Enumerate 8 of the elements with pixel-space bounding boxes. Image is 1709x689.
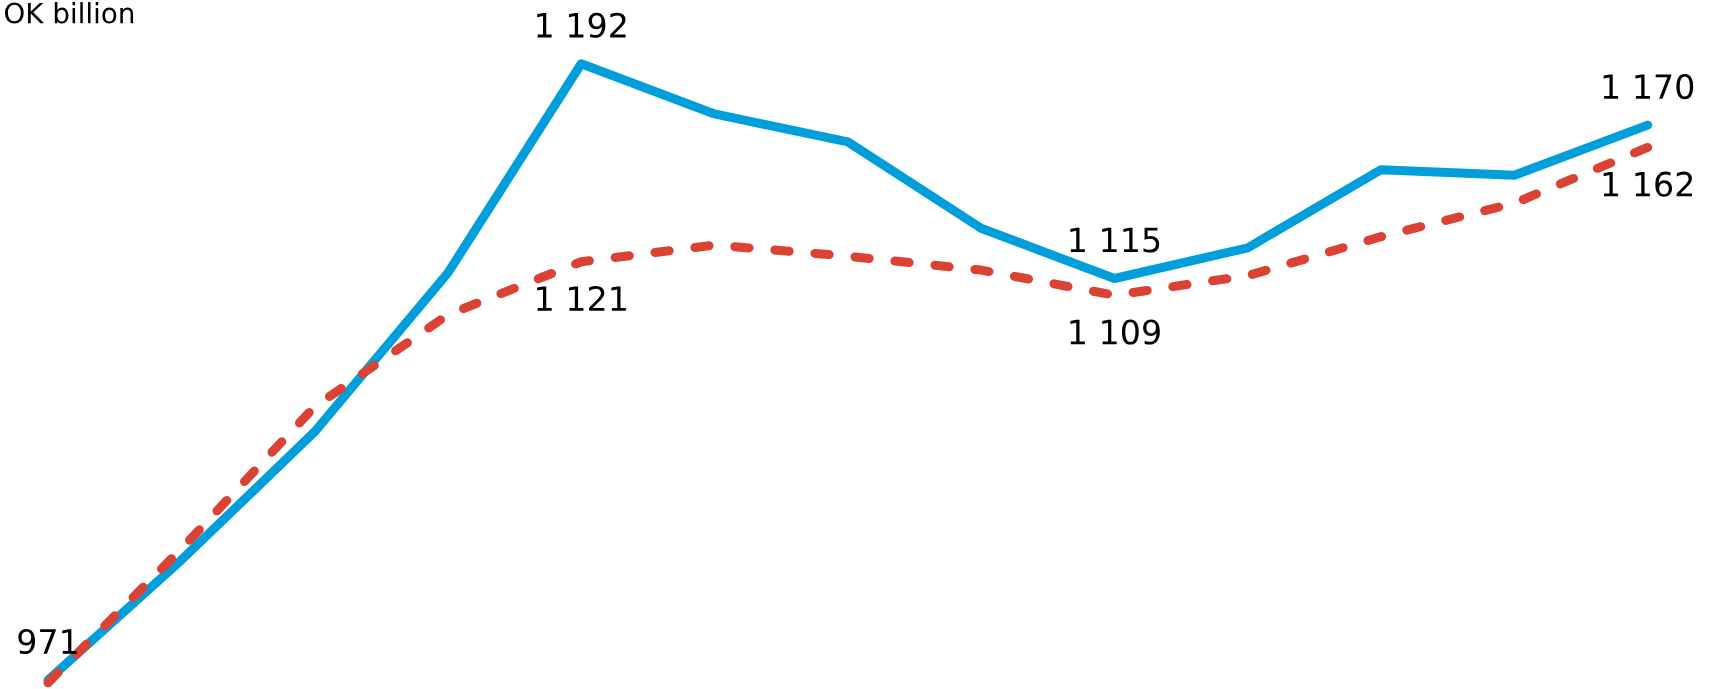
data-label: 971	[18, 628, 77, 655]
data-label: 1 192	[537, 12, 626, 38]
data-label: 1 121	[537, 285, 626, 311]
data-label: 1 109	[1070, 319, 1160, 345]
data-label: 1 162	[1603, 171, 1693, 197]
y-axis-title: OK billion	[4, 2, 134, 24]
data-label: 1 115	[1070, 227, 1160, 253]
data-label: 1 170	[1603, 73, 1694, 100]
